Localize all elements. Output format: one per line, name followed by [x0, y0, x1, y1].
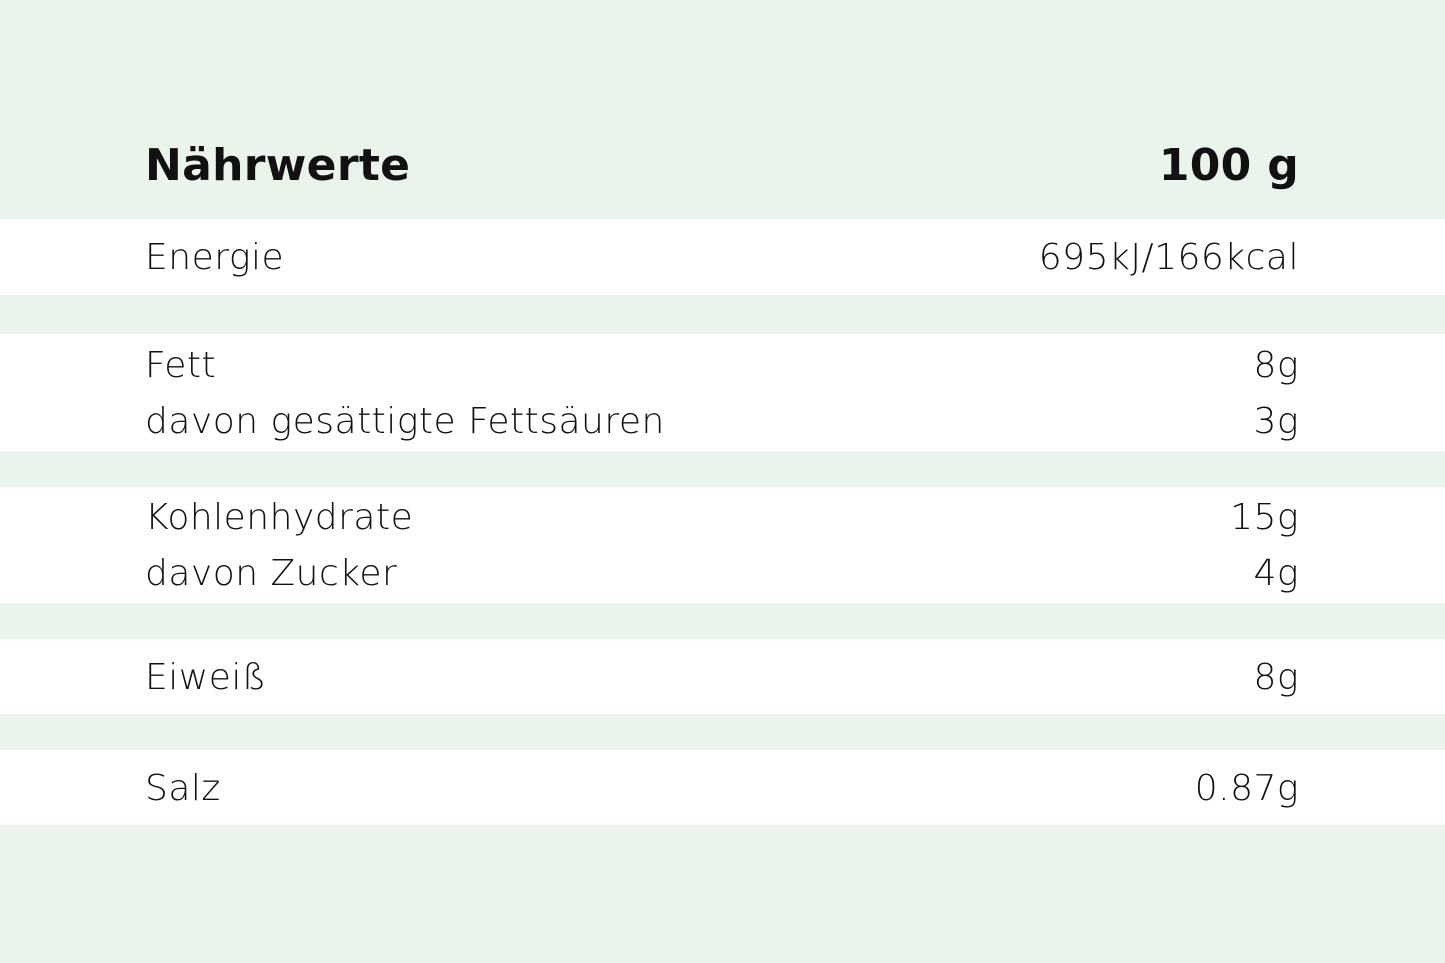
row-label: Energie [145, 236, 285, 278]
row-value: 3g [1253, 400, 1299, 442]
table-row: Eiweiß 8g [145, 649, 1299, 705]
group-energy [0, 219, 1445, 295]
table-row: Fett 8g [145, 337, 1299, 393]
row-value: 8g [1253, 656, 1299, 698]
row-label: Fett [145, 344, 217, 386]
group-fat [0, 334, 1445, 451]
row-label: Salz [145, 767, 221, 809]
row-label: davon gesättigte Fettsäuren [145, 400, 665, 442]
group-salt [0, 750, 1445, 825]
table-row: Kohlenhydrate 15g [145, 489, 1299, 545]
table-row: davon gesättigte Fettsäuren 3g [145, 393, 1299, 449]
row-value: 0.87g [1194, 767, 1299, 809]
row-value: 8g [1253, 344, 1299, 386]
row-label: Eiweiß [145, 656, 267, 698]
table-row: Salz 0.87g [145, 760, 1299, 816]
row-value: 695kJ/166kcal [1038, 236, 1299, 278]
header-label: Nährwerte [145, 139, 411, 191]
header-amount: 100 g [1158, 139, 1299, 191]
row-value: 15g [1230, 496, 1299, 538]
table-row: davon Zucker 4g [145, 545, 1299, 601]
row-value: 4g [1253, 552, 1299, 594]
table-header: Nährwerte 100 g [145, 137, 1299, 193]
group-carbs [0, 487, 1445, 603]
row-label: Kohlenhydrate [145, 496, 414, 538]
group-protein [0, 639, 1445, 714]
row-label: davon Zucker [145, 552, 398, 594]
table-row: Energie 695kJ/166kcal [145, 229, 1299, 285]
